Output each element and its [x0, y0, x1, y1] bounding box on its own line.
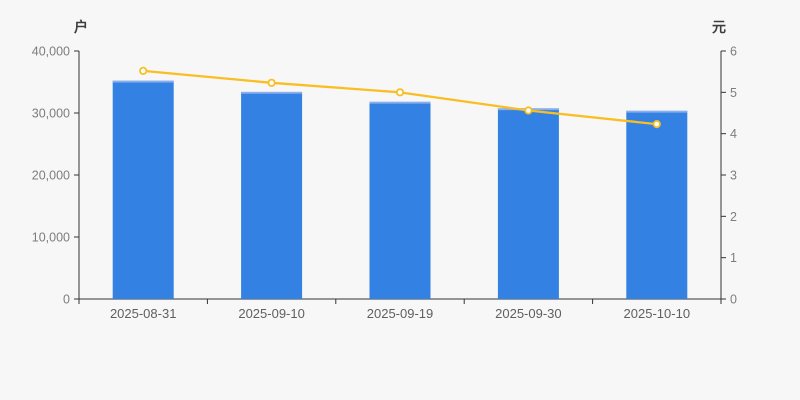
x-axis-category-label: 2025-10-10	[624, 306, 691, 321]
x-axis-category-label: 2025-09-10	[238, 306, 305, 321]
bar[interactable]	[626, 110, 688, 299]
right-axis-tick-label: 0	[730, 293, 737, 307]
right-axis-tick-label: 6	[730, 45, 737, 59]
right-axis-unit-label: 元	[712, 19, 726, 35]
line-point[interactable]	[139, 66, 148, 75]
bar[interactable]	[497, 108, 559, 299]
right-axis-tick-label: 5	[730, 86, 737, 100]
left-axis-tick-label: 0	[63, 293, 70, 307]
left-axis-tick-label: 40,000	[32, 45, 70, 59]
x-axis-category-label: 2025-08-31	[110, 306, 177, 321]
left-axis-tick-label: 30,000	[32, 107, 70, 121]
right-axis-tick-label: 2	[730, 210, 737, 224]
bar[interactable]	[369, 101, 431, 299]
bar-top-cap	[626, 110, 688, 113]
bar-top-cap	[369, 101, 431, 104]
x-axis-category-label: 2025-09-30	[495, 306, 562, 321]
right-axis-tick-label: 4	[730, 127, 737, 141]
line-point[interactable]	[524, 106, 533, 115]
right-axis-tick-label: 3	[730, 169, 737, 183]
left-axis-tick-label: 10,000	[32, 231, 70, 245]
line-point[interactable]	[267, 78, 276, 87]
bar-top-cap	[112, 80, 174, 83]
left-axis-tick-label: 20,000	[32, 169, 70, 183]
line-point[interactable]	[652, 120, 661, 129]
bar-top-cap	[241, 91, 303, 94]
bar[interactable]	[112, 80, 174, 299]
right-axis-tick-label: 1	[730, 251, 737, 265]
left-axis-unit-label: 户	[74, 19, 88, 35]
line-point[interactable]	[395, 88, 405, 97]
bar[interactable]	[241, 91, 303, 299]
x-axis-category-label: 2025-09-19	[367, 306, 434, 321]
